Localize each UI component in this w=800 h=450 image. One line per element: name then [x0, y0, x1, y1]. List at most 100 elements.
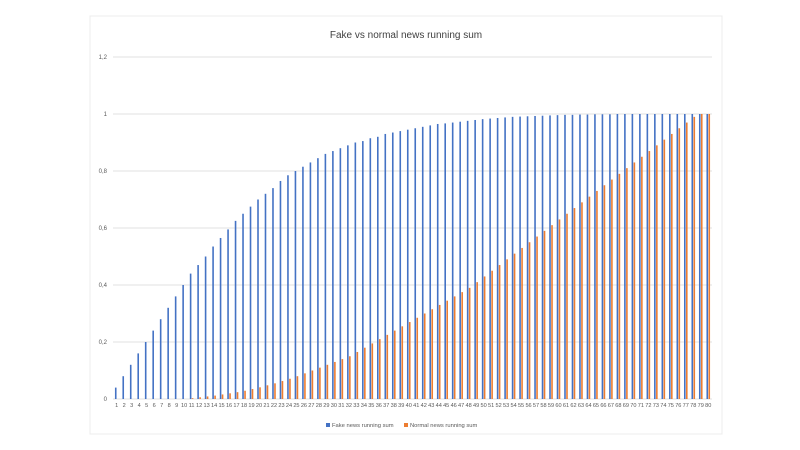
- fake-news-bar: [197, 265, 199, 399]
- x-tick-label: 46: [451, 403, 457, 409]
- y-tick-label: 0,2: [99, 340, 108, 346]
- x-tick-label: 75: [668, 403, 674, 409]
- normal-news-bar: [528, 242, 531, 399]
- x-tick-label: 28: [316, 403, 322, 409]
- normal-news-bar: [259, 387, 261, 399]
- x-tick-label: 78: [690, 403, 696, 409]
- fake-news-bar: [466, 120, 469, 399]
- fake-news-bar: [302, 166, 304, 399]
- fake-news-bar: [519, 116, 521, 399]
- fake-news-bar: [294, 171, 297, 399]
- fake-news-bar: [204, 256, 207, 399]
- normal-news-bar: [364, 347, 366, 399]
- x-tick-label: 14: [211, 403, 217, 409]
- normal-news-bar: [229, 393, 231, 399]
- fake-news-bar: [541, 115, 544, 400]
- x-tick-label: 9: [175, 403, 178, 409]
- fake-news-bar: [579, 114, 581, 399]
- x-tick-label: 24: [286, 403, 292, 409]
- x-tick-label: 48: [466, 403, 472, 409]
- fake-news-bar: [601, 114, 604, 399]
- normal-news-bar: [244, 390, 246, 399]
- fake-news-bar: [182, 285, 184, 399]
- fake-news-bar: [362, 141, 364, 399]
- legend-swatch-normal: [404, 423, 408, 427]
- normal-news-bar: [371, 343, 374, 399]
- x-tick-label: 26: [301, 403, 307, 409]
- x-tick-label: 21: [263, 403, 269, 409]
- x-tick-label: 73: [653, 403, 659, 409]
- x-tick-label: 63: [578, 403, 584, 409]
- fake-news-bar: [264, 193, 267, 399]
- normal-news-bar: [341, 359, 344, 399]
- normal-news-bar: [581, 202, 583, 399]
- y-tick-label: 1: [104, 112, 108, 118]
- normal-news-bar: [296, 376, 299, 399]
- x-tick-label: 10: [181, 403, 187, 409]
- normal-news-bar: [513, 253, 516, 399]
- legend-swatch-fake: [326, 423, 330, 427]
- normal-news-bar: [423, 313, 426, 399]
- normal-news-bar: [551, 225, 553, 399]
- fake-news-bar: [496, 117, 499, 400]
- fake-news-bar: [212, 246, 214, 399]
- x-tick-label: 13: [203, 403, 209, 409]
- normal-news-bar: [461, 292, 463, 399]
- fake-news-bar: [406, 129, 409, 400]
- normal-news-bar: [236, 392, 239, 399]
- bars: [114, 114, 711, 400]
- fake-news-bar: [683, 114, 686, 399]
- fake-news-bar: [114, 387, 117, 399]
- x-tick-label: 11: [189, 403, 195, 409]
- normal-news-bar: [281, 381, 284, 399]
- fake-news-bar: [324, 153, 327, 399]
- x-tick-label: 6: [153, 403, 156, 409]
- normal-news-bar: [618, 173, 621, 399]
- fake-news-bar: [549, 115, 551, 400]
- fake-news-bar: [174, 296, 177, 399]
- fake-news-bar: [534, 115, 536, 400]
- normal-news-bar: [199, 397, 201, 399]
- fake-news-bar: [219, 237, 222, 399]
- x-tick-label: 41: [413, 403, 419, 409]
- fake-news-bar: [144, 342, 147, 399]
- x-axis-ticks: 1 2 3 4 5 6 7 8 9 10 11 12 13 14 15 16 17 18 19 20 21 22 23 24 2…: [115, 403, 711, 409]
- fake-news-bar: [661, 114, 664, 399]
- y-tick-label: 0,6: [99, 226, 108, 232]
- x-tick-label: 44: [436, 403, 442, 409]
- normal-news-bar: [401, 326, 404, 399]
- chart-title: Fake vs normal news running sum: [330, 30, 482, 41]
- x-tick-label: 52: [495, 403, 501, 409]
- normal-news-bar: [633, 162, 636, 399]
- fake-news-bar: [152, 330, 154, 399]
- x-tick-label: 12: [196, 403, 202, 409]
- gridlines: [113, 56, 712, 400]
- x-tick-label: 4: [138, 403, 141, 409]
- fake-news-bar: [339, 148, 342, 399]
- normal-news-bar: [603, 185, 606, 399]
- normal-news-bar: [536, 236, 538, 399]
- fake-news-bar: [279, 180, 282, 399]
- x-tick-label: 71: [638, 403, 644, 409]
- normal-news-bar: [289, 378, 291, 399]
- y-axis-ticks: 0 0,2 0,4 0,6 0,8 1 1,2: [99, 55, 108, 403]
- x-tick-label: 43: [428, 403, 434, 409]
- normal-news-bar: [214, 395, 216, 399]
- x-tick-label: 61: [563, 403, 569, 409]
- fake-news-bar: [609, 114, 611, 399]
- x-tick-label: 67: [608, 403, 614, 409]
- fake-news-bar: [586, 114, 589, 399]
- fake-news-bar: [429, 125, 432, 400]
- normal-news-bar: [393, 330, 396, 399]
- fake-news-bar: [571, 114, 574, 399]
- x-tick-label: 70: [630, 403, 636, 409]
- x-tick-label: 54: [510, 403, 516, 409]
- normal-news-bar: [334, 361, 336, 399]
- x-tick-label: 16: [226, 403, 232, 409]
- x-tick-label: 65: [593, 403, 599, 409]
- normal-news-bar: [656, 145, 658, 399]
- normal-news-bar: [416, 317, 419, 399]
- normal-news-bar: [266, 385, 269, 399]
- x-tick-label: 58: [540, 403, 546, 409]
